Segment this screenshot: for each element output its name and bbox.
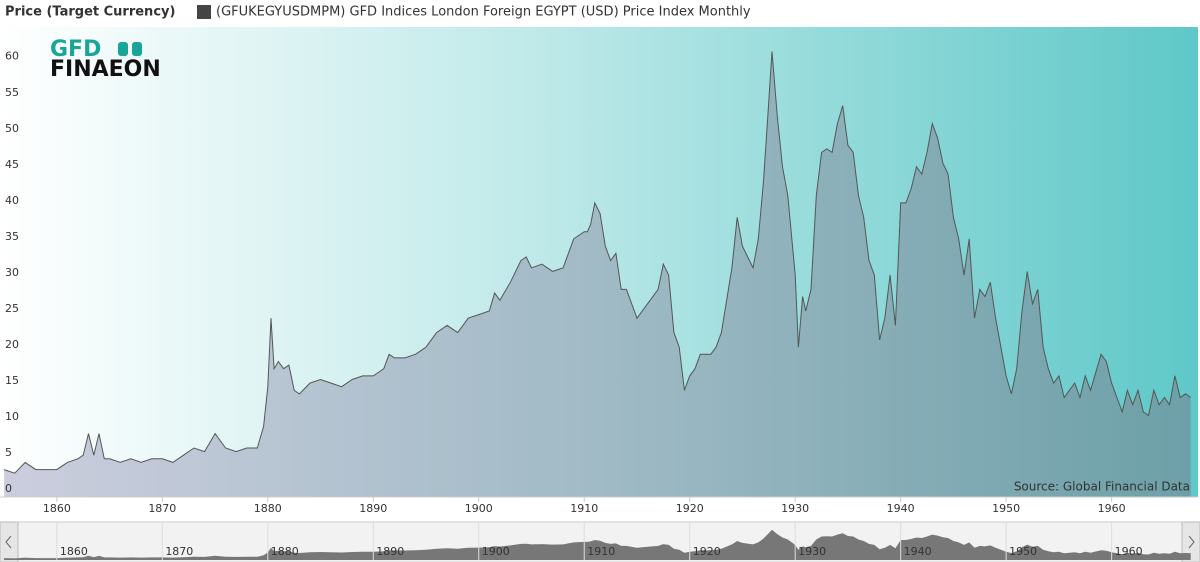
x-tick-label: 1930	[781, 502, 809, 515]
y-tick-label: 35	[5, 230, 19, 243]
y-tick-label: 50	[5, 122, 19, 135]
navigator-tick-label: 1910	[587, 545, 615, 558]
scroll-left[interactable]	[0, 521, 19, 562]
x-tick-label: 1870	[148, 502, 176, 515]
x-tick-label: 1900	[465, 502, 493, 515]
source: Source: Global Financial Data	[1014, 480, 1190, 494]
chart-title: Price (Target Currency)	[5, 5, 175, 20]
y-tick-label: 10	[5, 410, 19, 423]
scroll-right[interactable]	[1181, 521, 1200, 562]
area-line	[3, 51, 1191, 474]
x-tick-label: 1920	[676, 502, 704, 515]
y-tick-label: 45	[5, 158, 19, 171]
logo-leaf	[132, 42, 142, 56]
logo-finaeon: FINAEON	[50, 57, 161, 82]
y-tick-label: 30	[5, 266, 19, 279]
navigator-tick-label: 1900	[482, 545, 510, 558]
y-tick-label: 55	[5, 86, 19, 99]
navigator-tick-label: 1930	[798, 545, 826, 558]
y-tick-label: 25	[5, 302, 19, 315]
scroll-left-icon	[5, 535, 12, 549]
y-tick-label: 15	[5, 374, 19, 387]
legend-entry[interactable]: (GFUKEGYUSDMPM) GFD Indices London Forei…	[216, 5, 751, 20]
x-tick-label: 1910	[570, 502, 598, 515]
x-tick-label: 1950	[992, 502, 1020, 515]
navigator-tick-label: 1880	[271, 545, 299, 558]
scroll-right-icon	[1188, 535, 1195, 549]
x-tick-label: 1890	[359, 502, 387, 515]
y-tick-label: 5	[5, 446, 12, 459]
legend-swatch[interactable]	[197, 5, 211, 19]
y-tick-label: 0	[5, 482, 12, 495]
y-tick-label: 20	[5, 338, 19, 351]
y-tick-label: 60	[5, 50, 19, 63]
x-tick-label: 1880	[254, 502, 282, 515]
navigator-tick-label: 1890	[376, 545, 404, 558]
area-fill	[4, 51, 1191, 497]
navigator-tick-label: 1940	[904, 545, 932, 558]
navigator-tick-label: 1920	[693, 545, 721, 558]
navigator-tick-label: 1960	[1115, 545, 1143, 558]
y-tick-label: 40	[5, 194, 19, 207]
logo-leaf	[118, 42, 128, 56]
navigator-tick-label: 1950	[1009, 545, 1037, 558]
x-tick-label: 1960	[1098, 502, 1126, 515]
navigator-area	[4, 529, 1191, 560]
navigator-tick-label: 1860	[60, 545, 88, 558]
x-tick-label: 1860	[43, 502, 71, 515]
logo-gfd: GFD	[50, 37, 101, 62]
x-tick-label: 1940	[887, 502, 915, 515]
navigator-tick-label: 1870	[165, 545, 193, 558]
